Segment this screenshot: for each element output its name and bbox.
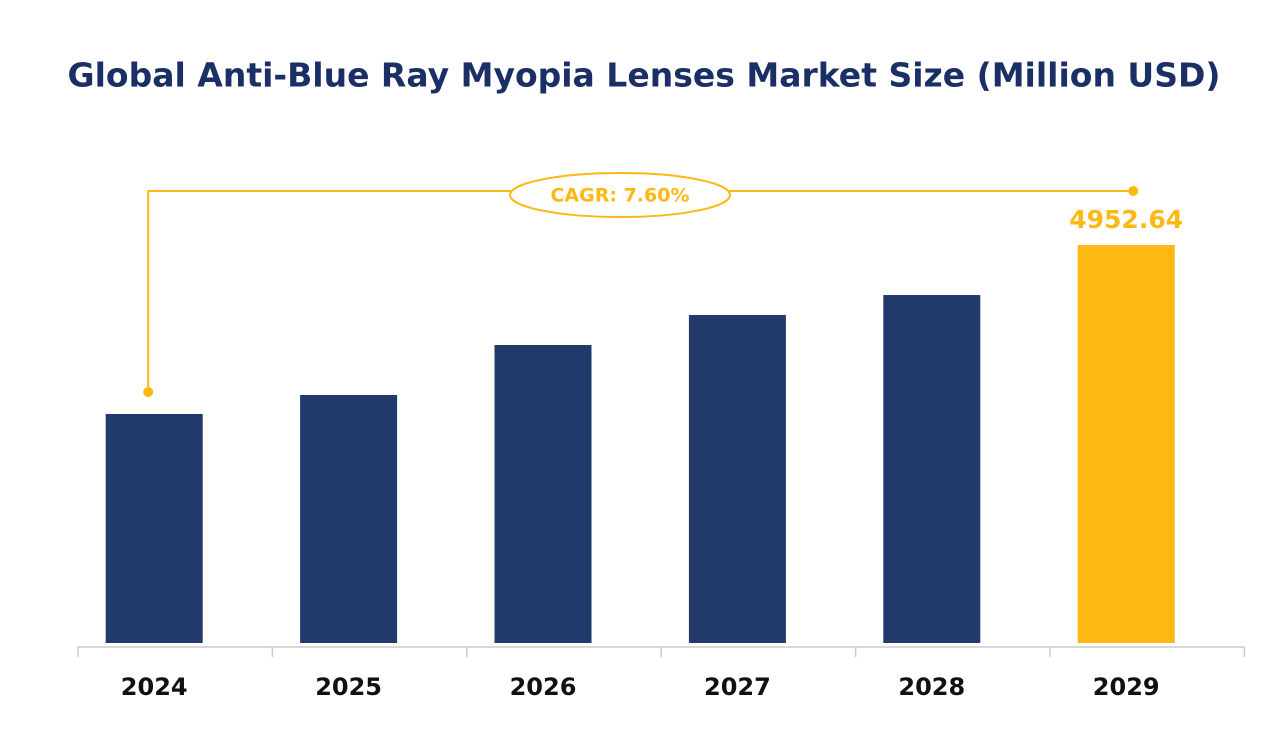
bar — [494, 345, 592, 643]
cagr-dot — [1128, 186, 1139, 196]
cagr-badge — [509, 172, 731, 218]
x-tick-label: 2024 — [121, 673, 188, 701]
cagr-line — [147, 190, 1134, 392]
bar — [1077, 245, 1175, 643]
x-tick-label: 2028 — [898, 673, 965, 701]
cagr-dot — [143, 386, 154, 397]
chart-title: Global Anti-Blue Ray Myopia Lenses Marke… — [68, 56, 1221, 95]
cagr-label: CAGR: 7.60% — [550, 185, 689, 207]
bar — [300, 395, 398, 643]
x-tick-label: 2026 — [510, 673, 577, 701]
x-tick-label: 2025 — [315, 673, 382, 701]
x-tick-label: 2029 — [1093, 673, 1160, 701]
bar — [688, 314, 786, 643]
bar — [105, 413, 203, 643]
x-tick-label: 2027 — [704, 673, 771, 701]
bar — [883, 295, 981, 643]
value-label: 4952.64 — [1069, 205, 1183, 234]
